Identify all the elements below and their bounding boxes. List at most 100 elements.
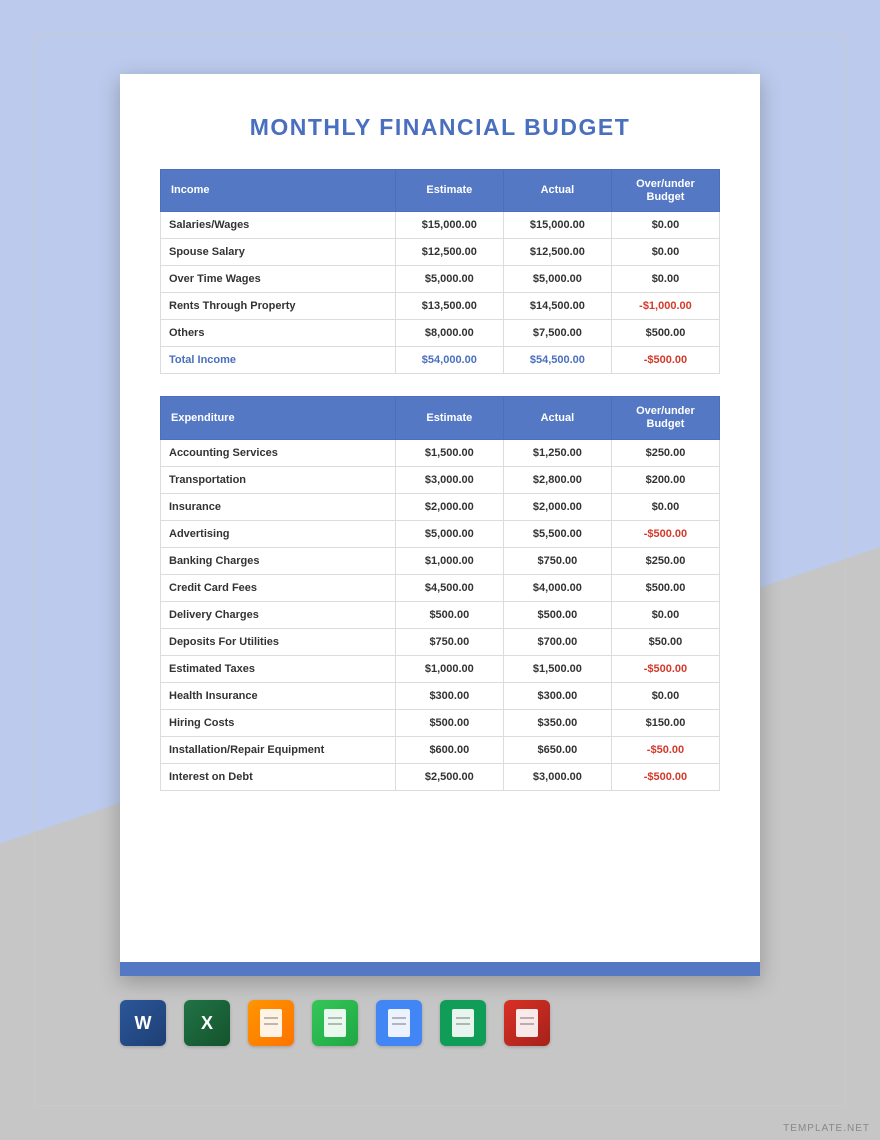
- page-title: MONTHLY FINANCIAL BUDGET: [160, 114, 720, 141]
- table-cell: $700.00: [503, 628, 611, 655]
- expenditure-header-actual: Actual: [503, 397, 611, 439]
- table-row: Rents Through Property$13,500.00$14,500.…: [161, 293, 720, 320]
- numbers-icon[interactable]: [312, 1000, 358, 1046]
- table-cell: Spouse Salary: [161, 239, 396, 266]
- table-cell: Total Income: [161, 347, 396, 374]
- expenditure-header-row: Expenditure Estimate Actual Over/under B…: [161, 397, 720, 439]
- table-cell: $5,000.00: [503, 266, 611, 293]
- table-row: Salaries/Wages$15,000.00$15,000.00$0.00: [161, 212, 720, 239]
- table-cell: $0.00: [611, 493, 719, 520]
- table-cell: $500.00: [395, 709, 503, 736]
- table-cell: $4,500.00: [395, 574, 503, 601]
- table-cell: $5,000.00: [395, 520, 503, 547]
- table-cell: $500.00: [611, 320, 719, 347]
- document-page: MONTHLY FINANCIAL BUDGET Income Estimate…: [120, 74, 760, 976]
- table-cell: $15,000.00: [395, 212, 503, 239]
- table-cell: $7,500.00: [503, 320, 611, 347]
- table-cell: $2,000.00: [395, 493, 503, 520]
- table-cell: $0.00: [611, 601, 719, 628]
- document-icon: [516, 1009, 538, 1037]
- table-row: Installation/Repair Equipment$600.00$650…: [161, 736, 720, 763]
- table-cell: $2,800.00: [503, 466, 611, 493]
- table-cell: $250.00: [611, 547, 719, 574]
- table-cell: $300.00: [395, 682, 503, 709]
- table-cell: Credit Card Fees: [161, 574, 396, 601]
- table-cell: $0.00: [611, 212, 719, 239]
- table-cell: $3,000.00: [395, 466, 503, 493]
- table-cell: $5,000.00: [395, 266, 503, 293]
- table-cell: Over Time Wages: [161, 266, 396, 293]
- table-cell: $600.00: [395, 736, 503, 763]
- income-header-diff: Over/under Budget: [611, 170, 719, 212]
- table-row: Total Income$54,000.00$54,500.00-$500.00: [161, 347, 720, 374]
- document-icon: [324, 1009, 346, 1037]
- table-cell: -$500.00: [611, 520, 719, 547]
- table-cell: $2,000.00: [503, 493, 611, 520]
- table-cell: $54,000.00: [395, 347, 503, 374]
- pages-icon[interactable]: [248, 1000, 294, 1046]
- table-cell: $12,500.00: [503, 239, 611, 266]
- table-cell: $1,500.00: [503, 655, 611, 682]
- table-cell: $500.00: [503, 601, 611, 628]
- table-row: Others$8,000.00$7,500.00$500.00: [161, 320, 720, 347]
- table-cell: $1,000.00: [395, 655, 503, 682]
- table-row: Spouse Salary$12,500.00$12,500.00$0.00: [161, 239, 720, 266]
- table-cell: $14,500.00: [503, 293, 611, 320]
- table-cell: $200.00: [611, 466, 719, 493]
- table-cell: Estimated Taxes: [161, 655, 396, 682]
- table-row: Delivery Charges$500.00$500.00$0.00: [161, 601, 720, 628]
- table-row: Hiring Costs$500.00$350.00$150.00: [161, 709, 720, 736]
- expenditure-header-label: Expenditure: [161, 397, 396, 439]
- table-cell: $350.00: [503, 709, 611, 736]
- table-row: Banking Charges$1,000.00$750.00$250.00: [161, 547, 720, 574]
- table-cell: -$500.00: [611, 763, 719, 790]
- table-row: Credit Card Fees$4,500.00$4,000.00$500.0…: [161, 574, 720, 601]
- table-cell: -$500.00: [611, 655, 719, 682]
- pdf-icon[interactable]: [504, 1000, 550, 1046]
- table-cell: Others: [161, 320, 396, 347]
- table-row: Accounting Services$1,500.00$1,250.00$25…: [161, 439, 720, 466]
- expenditure-header-diff: Over/under Budget: [611, 397, 719, 439]
- excel-icon[interactable]: X: [184, 1000, 230, 1046]
- table-cell: Banking Charges: [161, 547, 396, 574]
- income-table: Income Estimate Actual Over/under Budget…: [160, 169, 720, 374]
- watermark: TEMPLATE.NET: [783, 1123, 870, 1134]
- income-header-actual: Actual: [503, 170, 611, 212]
- table-row: Transportation$3,000.00$2,800.00$200.00: [161, 466, 720, 493]
- table-cell: $0.00: [611, 266, 719, 293]
- table-cell: $300.00: [503, 682, 611, 709]
- table-cell: $750.00: [503, 547, 611, 574]
- document-icon: [452, 1009, 474, 1037]
- document-icon: [260, 1009, 282, 1037]
- gdocs-icon[interactable]: [376, 1000, 422, 1046]
- table-cell: -$50.00: [611, 736, 719, 763]
- table-cell: $0.00: [611, 682, 719, 709]
- table-row: Estimated Taxes$1,000.00$1,500.00-$500.0…: [161, 655, 720, 682]
- gsheets-icon[interactable]: [440, 1000, 486, 1046]
- table-cell: Salaries/Wages: [161, 212, 396, 239]
- table-cell: $250.00: [611, 439, 719, 466]
- table-cell: $50.00: [611, 628, 719, 655]
- table-cell: Advertising: [161, 520, 396, 547]
- table-row: Interest on Debt$2,500.00$3,000.00-$500.…: [161, 763, 720, 790]
- table-cell: $8,000.00: [395, 320, 503, 347]
- table-cell: $1,500.00: [395, 439, 503, 466]
- word-icon[interactable]: W: [120, 1000, 166, 1046]
- table-row: Health Insurance$300.00$300.00$0.00: [161, 682, 720, 709]
- table-row: Insurance$2,000.00$2,000.00$0.00: [161, 493, 720, 520]
- table-cell: Installation/Repair Equipment: [161, 736, 396, 763]
- table-cell: $12,500.00: [395, 239, 503, 266]
- income-header-row: Income Estimate Actual Over/under Budget: [161, 170, 720, 212]
- table-cell: Transportation: [161, 466, 396, 493]
- table-cell: $2,500.00: [395, 763, 503, 790]
- table-cell: Hiring Costs: [161, 709, 396, 736]
- table-cell: $500.00: [611, 574, 719, 601]
- table-row: Deposits For Utilities$750.00$700.00$50.…: [161, 628, 720, 655]
- income-header-label: Income: [161, 170, 396, 212]
- table-cell: $1,250.00: [503, 439, 611, 466]
- table-cell: -$500.00: [611, 347, 719, 374]
- table-cell: $4,000.00: [503, 574, 611, 601]
- table-cell: $54,500.00: [503, 347, 611, 374]
- table-cell: $15,000.00: [503, 212, 611, 239]
- table-cell: $1,000.00: [395, 547, 503, 574]
